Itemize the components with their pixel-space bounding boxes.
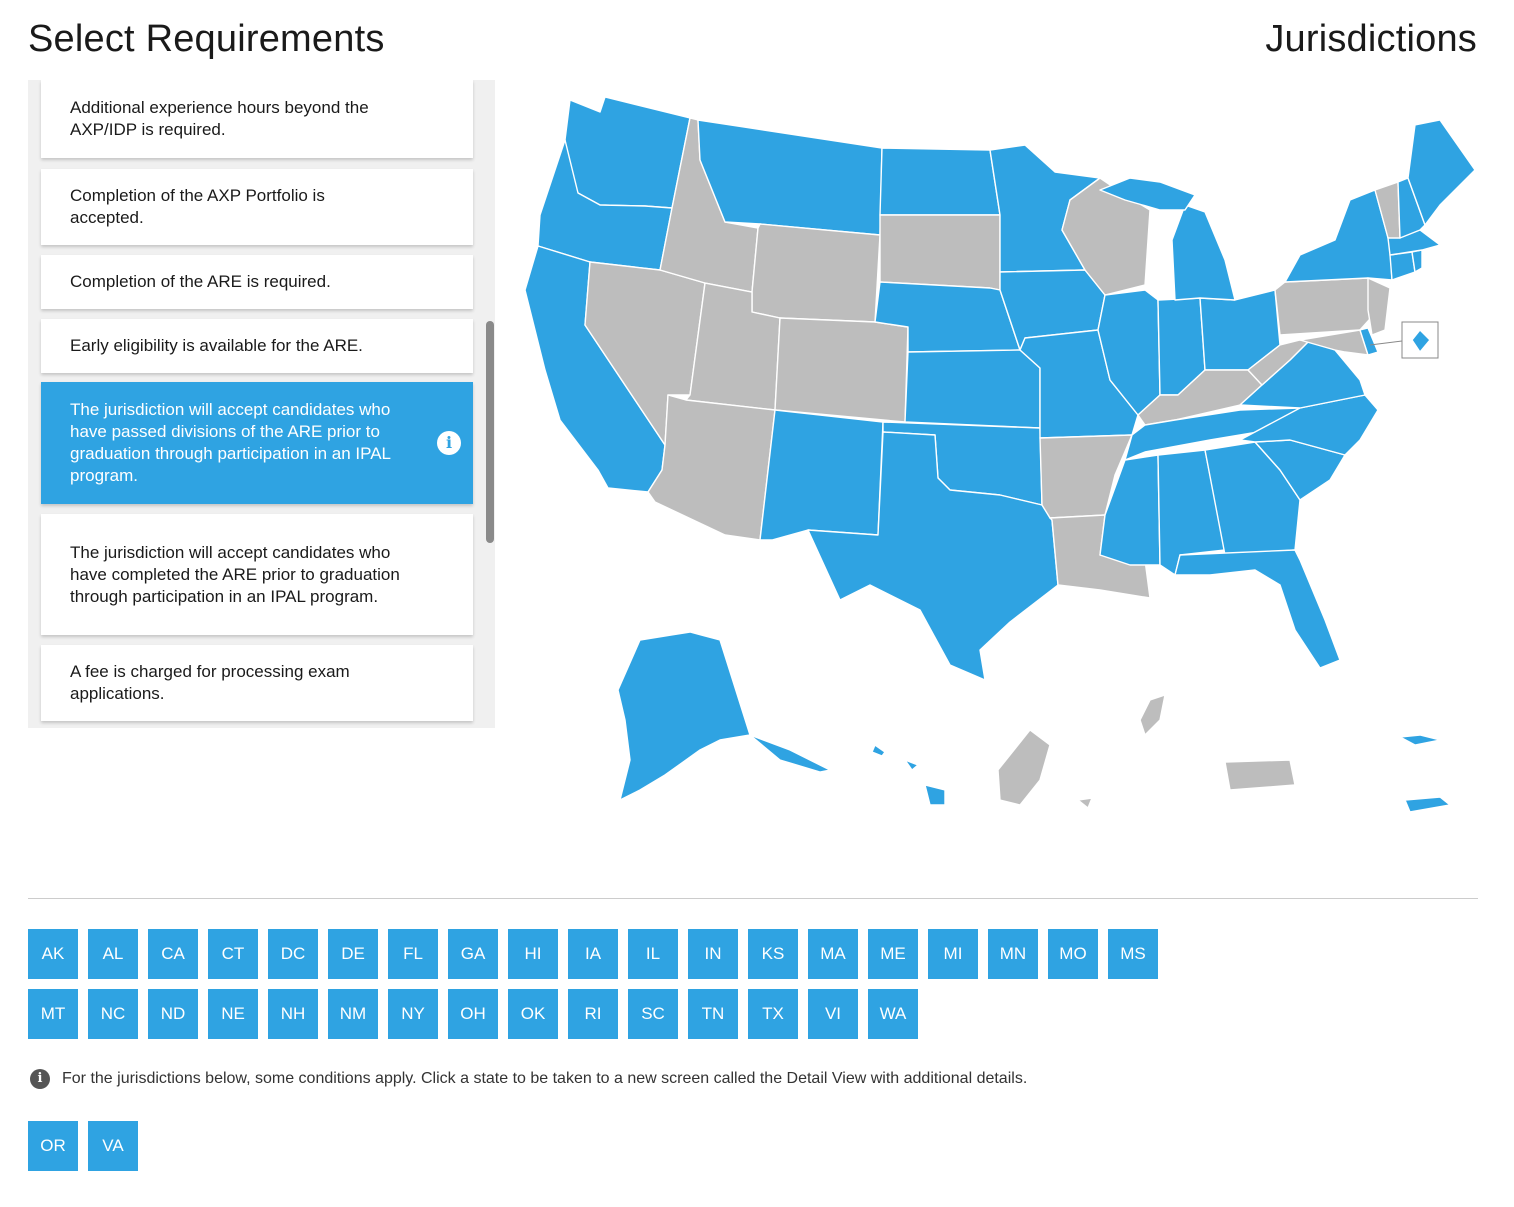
jurisdiction-tile-de[interactable]: DE bbox=[328, 929, 378, 979]
requirement-text: The jurisdiction will accept candidates … bbox=[70, 542, 400, 606]
jurisdiction-tile-nc[interactable]: NC bbox=[88, 989, 138, 1039]
requirement-card[interactable]: Completion of the ARE is required. bbox=[41, 255, 473, 309]
requirements-scrollbar[interactable] bbox=[486, 321, 494, 543]
state-wy[interactable] bbox=[751, 223, 881, 323]
requirement-text: The jurisdiction will accept candidates … bbox=[70, 400, 391, 485]
territory-vi[interactable] bbox=[1404, 796, 1451, 813]
jurisdiction-tile-me[interactable]: ME bbox=[868, 929, 918, 979]
conditions-note: i For the jurisdictions below, some cond… bbox=[30, 1069, 1027, 1089]
requirement-card[interactable]: Completion of the AXP Portfolio is accep… bbox=[41, 169, 473, 245]
territory-pr[interactable] bbox=[1224, 759, 1296, 791]
jurisdiction-tile-mo[interactable]: MO bbox=[1048, 929, 1098, 979]
jurisdiction-tile-sc[interactable]: SC bbox=[628, 989, 678, 1039]
state-tx[interactable] bbox=[807, 431, 1059, 681]
requirement-card[interactable]: Early eligibility is available for the A… bbox=[41, 319, 473, 373]
requirement-text: A fee is charged for processing exam app… bbox=[70, 662, 350, 703]
state-nm[interactable] bbox=[759, 409, 884, 541]
jurisdiction-tile-oh[interactable]: OH bbox=[448, 989, 498, 1039]
jurisdiction-tile-nh[interactable]: NH bbox=[268, 989, 318, 1039]
jurisdiction-tile-ms[interactable]: MS bbox=[1108, 929, 1158, 979]
jurisdiction-tile-tn[interactable]: TN bbox=[688, 989, 738, 1039]
jurisdiction-tile-va[interactable]: VA bbox=[88, 1121, 138, 1171]
state-pa[interactable] bbox=[1274, 277, 1379, 336]
conditions-note-text: For the jurisdictions below, some condit… bbox=[62, 1070, 1028, 1087]
state-co[interactable] bbox=[774, 317, 909, 423]
jurisdiction-tile-dc[interactable]: DC bbox=[268, 929, 318, 979]
requirement-card-selected[interactable]: The jurisdiction will accept candidates … bbox=[41, 382, 473, 504]
state-wa[interactable] bbox=[564, 96, 691, 209]
jurisdiction-tile-in[interactable]: IN bbox=[688, 929, 738, 979]
jurisdiction-tile-vi[interactable]: VI bbox=[808, 989, 858, 1039]
jurisdictions-title: Jurisdictions bbox=[1265, 18, 1477, 60]
state-hi-maui[interactable] bbox=[904, 759, 919, 771]
jurisdiction-tile-ny[interactable]: NY bbox=[388, 989, 438, 1039]
state-fl[interactable] bbox=[1174, 549, 1341, 669]
jurisdiction-tile-ca[interactable]: CA bbox=[148, 929, 198, 979]
requirement-card[interactable]: The jurisdiction will accept candidates … bbox=[41, 514, 473, 635]
jurisdiction-tile-wa[interactable]: WA bbox=[868, 989, 918, 1039]
dc-diamond-icon[interactable] bbox=[1411, 329, 1431, 353]
territory-as[interactable] bbox=[1077, 797, 1093, 809]
requirement-card[interactable]: Additional experience hours beyond the A… bbox=[41, 80, 473, 158]
requirement-card[interactable]: A fee is charged for processing exam app… bbox=[41, 645, 473, 721]
state-nh[interactable] bbox=[1397, 177, 1426, 239]
requirement-text: Completion of the AXP Portfolio is accep… bbox=[70, 186, 325, 227]
jurisdiction-tile-al[interactable]: AL bbox=[88, 929, 138, 979]
jurisdiction-tile-nm[interactable]: NM bbox=[328, 989, 378, 1039]
state-hi-islands[interactable] bbox=[871, 744, 886, 757]
state-wi[interactable] bbox=[1061, 177, 1151, 296]
page-title: Select Requirements bbox=[28, 18, 385, 60]
jurisdiction-tile-ia[interactable]: IA bbox=[568, 929, 618, 979]
jurisdiction-tile-ks[interactable]: KS bbox=[748, 929, 798, 979]
state-ct[interactable] bbox=[1389, 251, 1416, 281]
jurisdiction-tile-ri[interactable]: RI bbox=[568, 989, 618, 1039]
state-mt[interactable] bbox=[697, 119, 883, 236]
state-ak[interactable] bbox=[617, 631, 751, 801]
jurisdiction-tile-mi[interactable]: MI bbox=[928, 929, 978, 979]
jurisdiction-tile-hi[interactable]: HI bbox=[508, 929, 558, 979]
jurisdiction-tile-ne[interactable]: NE bbox=[208, 989, 258, 1039]
state-nd[interactable] bbox=[879, 147, 1001, 216]
info-icon: i bbox=[30, 1069, 50, 1089]
requirements-panel[interactable]: Additional experience hours beyond the A… bbox=[28, 80, 495, 728]
jurisdiction-tile-tx[interactable]: TX bbox=[748, 989, 798, 1039]
jurisdiction-tile-ct[interactable]: CT bbox=[208, 929, 258, 979]
jurisdiction-tile-ga[interactable]: GA bbox=[448, 929, 498, 979]
jurisdiction-tile-nd[interactable]: ND bbox=[148, 989, 198, 1039]
state-nj[interactable] bbox=[1367, 277, 1391, 336]
state-me[interactable] bbox=[1407, 119, 1476, 226]
jurisdictions-map bbox=[505, 80, 1495, 850]
jurisdiction-tile-il[interactable]: IL bbox=[628, 929, 678, 979]
jurisdiction-tile-ma[interactable]: MA bbox=[808, 929, 858, 979]
jurisdiction-tile-fl[interactable]: FL bbox=[388, 929, 438, 979]
state-ks[interactable] bbox=[904, 349, 1041, 429]
jurisdiction-tile-ak[interactable]: AK bbox=[28, 929, 78, 979]
state-ny[interactable] bbox=[1284, 189, 1393, 283]
state-mi[interactable] bbox=[1171, 204, 1236, 301]
state-md[interactable] bbox=[1299, 329, 1369, 356]
territory-gu[interactable] bbox=[997, 729, 1051, 806]
state-ak-panhandle[interactable] bbox=[749, 734, 831, 773]
requirement-text: Additional experience hours beyond the A… bbox=[70, 98, 369, 139]
jurisdiction-tile-ok[interactable]: OK bbox=[508, 989, 558, 1039]
state-mi-up[interactable] bbox=[1099, 177, 1196, 211]
state-de[interactable] bbox=[1359, 327, 1379, 356]
info-icon[interactable]: i bbox=[437, 431, 461, 455]
territory-mp[interactable] bbox=[1139, 694, 1166, 736]
state-az[interactable] bbox=[647, 394, 776, 541]
state-sd[interactable] bbox=[879, 214, 1001, 291]
state-hi[interactable] bbox=[924, 784, 946, 806]
jurisdiction-tile-or[interactable]: OR bbox=[28, 1121, 78, 1171]
divider bbox=[28, 898, 1478, 899]
territory-vi-north[interactable] bbox=[1399, 734, 1441, 746]
conditional-jurisdiction-tiles: OR VA bbox=[28, 1121, 1228, 1171]
jurisdiction-tiles: AK AL CA CT DC DE FL GA HI IA IL IN KS M… bbox=[28, 929, 1228, 1039]
jurisdiction-tile-mt[interactable]: MT bbox=[28, 989, 78, 1039]
requirement-text: Early eligibility is available for the A… bbox=[70, 336, 363, 355]
requirement-text: Completion of the ARE is required. bbox=[70, 272, 331, 291]
jurisdiction-tile-mn[interactable]: MN bbox=[988, 929, 1038, 979]
